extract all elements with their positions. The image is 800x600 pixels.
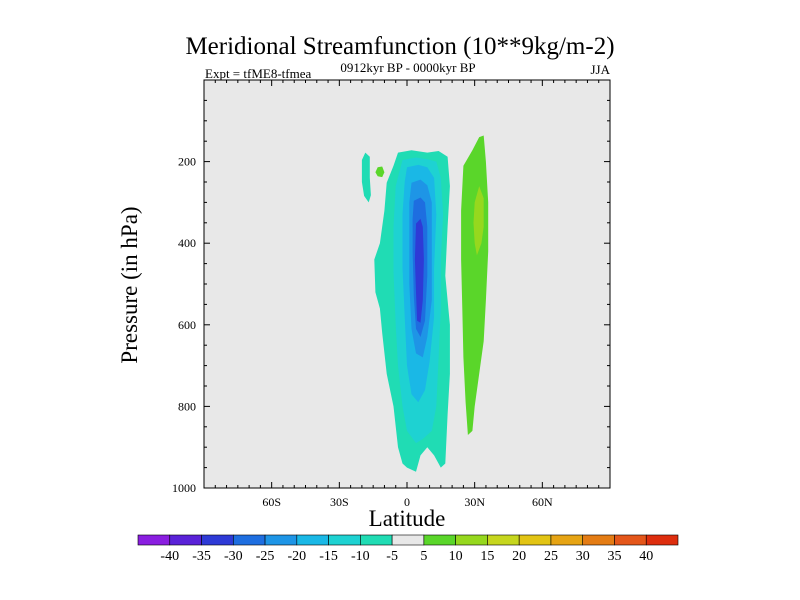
colorbar-swatch-5	[296, 534, 329, 546]
contour-region-7	[375, 166, 385, 178]
colorbar-label: -30	[224, 549, 243, 564]
period-label: 0912kyr BP - 0000kyr BP	[340, 60, 475, 75]
contour-region-6	[414, 218, 424, 323]
colorbar-label: 20	[512, 549, 526, 564]
y-axis-ticks: 200 400 600 800 1000	[172, 79, 610, 495]
colorbar-label: 5	[420, 549, 427, 564]
colorbar-label: 15	[480, 549, 494, 564]
experiment-label: Expt = tfME8-tfmea	[205, 66, 311, 81]
colorbar-swatch-4	[264, 534, 298, 546]
colorbar-label: -35	[192, 549, 211, 564]
season-label: JJA	[590, 62, 610, 77]
colorbar-swatch-0	[137, 534, 171, 546]
colorbar-swatch-8	[391, 534, 425, 546]
y-axis-label: Pressure (in hPa)	[117, 206, 142, 363]
colorbar-swatch-3	[232, 534, 266, 546]
colorbar-swatch-6	[328, 534, 361, 546]
colorbar-swatch-13	[550, 534, 584, 546]
y-tick-label: 600	[178, 318, 196, 332]
y-tick-label: 1000	[172, 481, 196, 495]
colorbar-swatch-16	[645, 534, 679, 546]
colorbar-label: -25	[256, 549, 275, 564]
colorbar-label: -40	[160, 549, 179, 564]
colorbar-label: 10	[449, 549, 463, 564]
x-axis-ticks: 60S 30S 0 30N 60N	[203, 80, 611, 509]
colorbar: -40 -35 -30 -25 -20 -15 -10 -5 5 10 15 20 25 30 35 40	[137, 534, 679, 564]
colorbar-swatch-14	[582, 534, 615, 546]
colorbar-swatch-10	[455, 534, 488, 546]
colorbar-swatch-2	[201, 534, 234, 546]
colorbar-label: -20	[287, 549, 306, 564]
y-tick-label: 200	[178, 155, 196, 169]
colorbar-label: 30	[576, 549, 590, 564]
colorbar-swatch-9	[423, 534, 456, 546]
x-tick-label: 30S	[330, 495, 349, 509]
colorbar-swatch-7	[360, 534, 393, 546]
x-axis-label: Latitude	[369, 506, 446, 531]
colorbar-swatch-1	[169, 534, 202, 546]
y-tick-label: 800	[178, 399, 196, 413]
colorbar-swatch-15	[614, 534, 647, 546]
contour-region-9	[473, 186, 484, 256]
contour-layer	[361, 135, 489, 472]
contour-region-0	[361, 152, 371, 203]
colorbar-label: -5	[386, 549, 398, 564]
x-tick-label: 0	[404, 495, 410, 509]
x-tick-label: 60S	[262, 495, 281, 509]
plot-area: 60S 30S 0 30N 60N 200 400 600 800 1000	[172, 79, 611, 509]
colorbar-label: -10	[351, 549, 370, 564]
colorbar-label: -15	[319, 549, 338, 564]
colorbar-swatch-12	[518, 534, 552, 546]
x-tick-label: 60N	[532, 495, 553, 509]
colorbar-label: 40	[639, 549, 653, 564]
chart-title: Meridional Streamfunction (10**9kg/m-2)	[185, 33, 614, 60]
colorbar-swatch-11	[487, 534, 520, 546]
colorbar-label: 25	[544, 549, 558, 564]
y-tick-label: 400	[178, 236, 196, 250]
colorbar-label: 35	[607, 549, 621, 564]
x-tick-label: 30N	[464, 495, 485, 509]
